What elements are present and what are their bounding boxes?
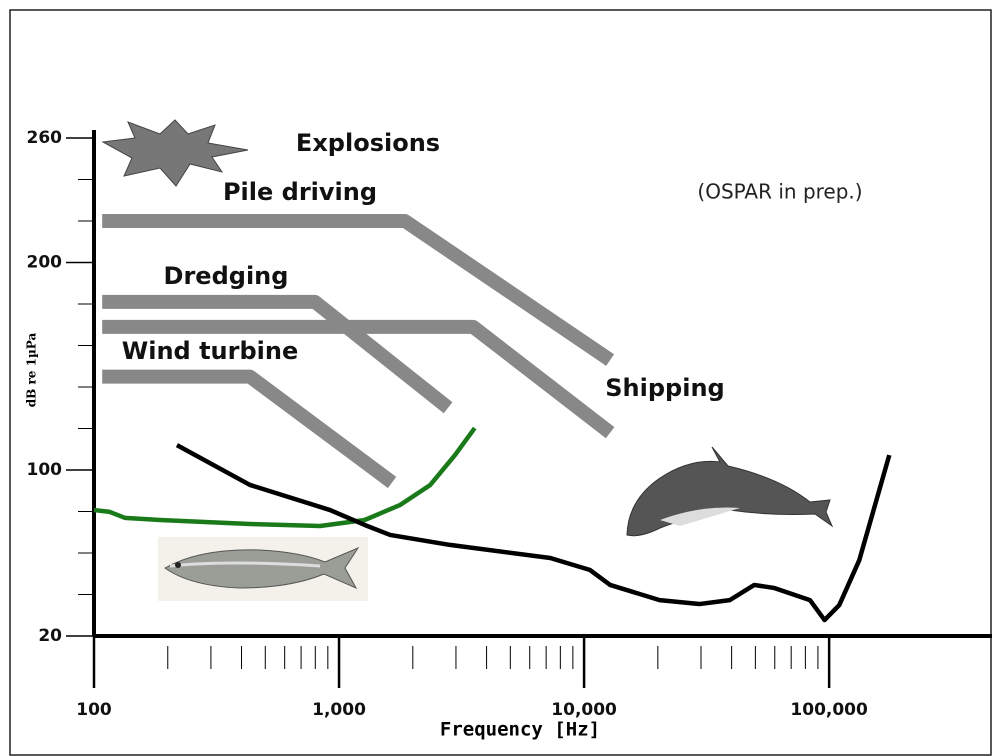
- source-note: (OSPAR in prep.): [697, 180, 862, 204]
- x-tick-label: 100: [76, 700, 112, 720]
- x-tick-label: 10,000: [551, 700, 617, 720]
- hearing-curve: [93, 426, 477, 529]
- y-tick-label: 20: [38, 626, 62, 646]
- fish-icon: [158, 537, 368, 601]
- series-label: Dredging: [164, 262, 289, 290]
- y-tick-label: 100: [27, 460, 63, 480]
- y-axis-label: dB re 1µPa: [25, 333, 39, 408]
- source-band: [102, 369, 397, 489]
- series-label: Pile driving: [223, 178, 377, 206]
- series-label: Shipping: [605, 374, 724, 402]
- source-band: [102, 294, 453, 414]
- source-band: [102, 214, 615, 366]
- explosion-icon: [101, 119, 249, 187]
- y-tick-label: 260: [27, 128, 63, 148]
- annotation: Explosions: [296, 129, 440, 157]
- series-label: Wind turbine: [122, 337, 298, 365]
- hearing-curve: [175, 443, 892, 623]
- x-tick-label: 1,000: [312, 700, 366, 720]
- x-axis-label: Frequency [Hz]: [440, 719, 600, 741]
- source-band: [102, 319, 615, 439]
- x-tick-label: 100,000: [790, 700, 868, 720]
- porpoise-icon: [626, 446, 834, 537]
- y-tick-label: 200: [27, 253, 63, 273]
